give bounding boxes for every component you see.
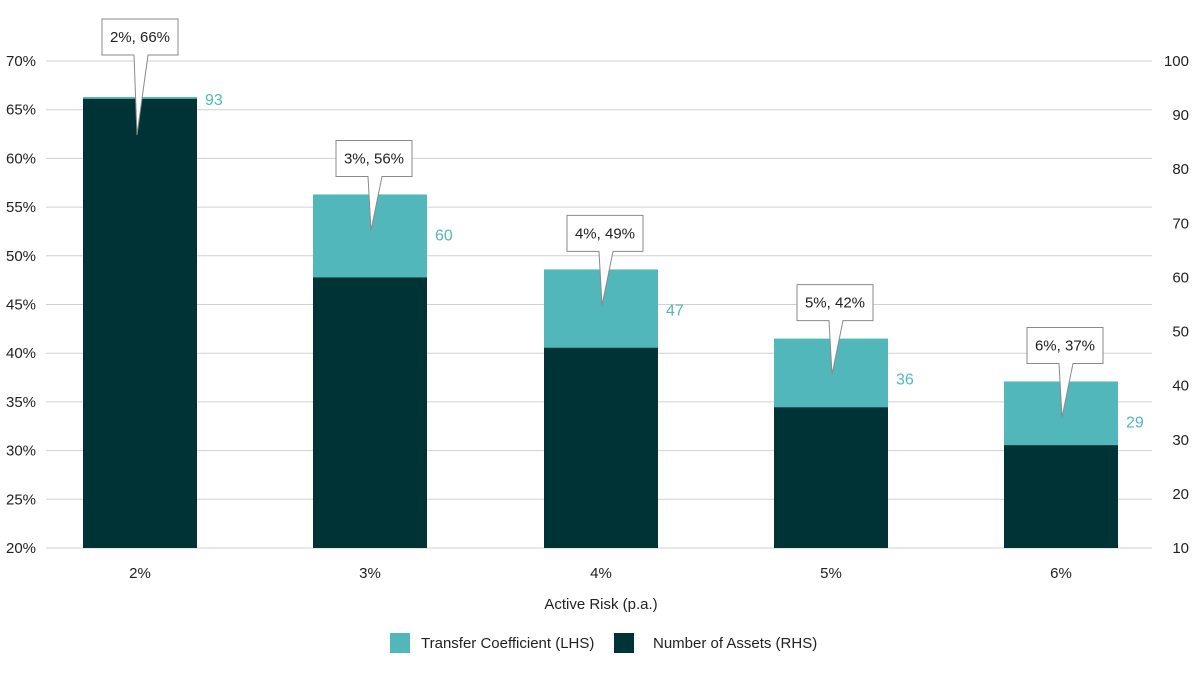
asset-count-label: 47 xyxy=(666,302,684,319)
callout-label: 5%, 42% xyxy=(805,295,865,312)
right-tick-label: 100 xyxy=(1164,53,1189,70)
callout-label: 6%, 37% xyxy=(1035,337,1095,354)
x-tick-label: 5% xyxy=(820,565,842,582)
callout-label: 3%, 56% xyxy=(344,150,404,167)
left-axis: 20% 25% 30% 35% 40% 45% 50% 55% 60% 65% 70% xyxy=(6,53,36,557)
x-tick-label: 4% xyxy=(590,565,612,582)
callout: 4%, 49% xyxy=(566,214,644,306)
x-axis-title: Active Risk (p.a.) xyxy=(544,596,657,613)
callout: 2%, 66% xyxy=(101,18,179,136)
callout: 5%, 42% xyxy=(796,284,874,375)
callout-box xyxy=(796,284,874,375)
callout-box xyxy=(566,214,644,306)
right-tick-label: 30 xyxy=(1172,432,1189,449)
callout-box xyxy=(101,18,179,136)
asset-count-label: 29 xyxy=(1126,414,1144,431)
left-tick-label: 30% xyxy=(6,443,36,460)
bar-number-of-assets xyxy=(313,277,427,548)
left-tick-label: 20% xyxy=(6,540,36,557)
right-tick-label: 50 xyxy=(1172,324,1189,341)
callout-label: 2%, 66% xyxy=(110,29,170,46)
bar-number-of-assets xyxy=(83,98,197,548)
right-tick-label: 80 xyxy=(1172,161,1189,178)
legend-label-transfer-coefficient: Transfer Coefficient (LHS) xyxy=(421,635,594,652)
legend: Transfer Coefficient (LHS) Number of Ass… xyxy=(390,633,817,653)
asset-labels: 93 60 47 36 29 xyxy=(205,92,1144,431)
x-tick-label: 6% xyxy=(1050,565,1072,582)
callout: 6%, 37% xyxy=(1026,326,1104,418)
right-tick-label: 90 xyxy=(1172,107,1189,124)
asset-count-label: 93 xyxy=(205,92,223,109)
left-tick-label: 60% xyxy=(6,150,36,167)
bar-number-of-assets xyxy=(1004,445,1118,548)
legend-swatch-number-of-assets xyxy=(614,633,634,653)
bar-number-of-assets xyxy=(774,407,888,548)
left-tick-label: 55% xyxy=(6,199,36,216)
left-tick-label: 35% xyxy=(6,394,36,411)
callout-label: 4%, 49% xyxy=(575,225,635,242)
asset-count-label: 36 xyxy=(896,372,914,389)
right-tick-label: 10 xyxy=(1172,540,1189,557)
left-tick-label: 65% xyxy=(6,102,36,119)
right-axis: 10 20 30 40 50 60 70 80 90 100 xyxy=(1164,53,1189,557)
left-tick-label: 70% xyxy=(6,53,36,70)
callout: 3%, 56% xyxy=(335,139,413,231)
right-tick-label: 70 xyxy=(1172,215,1189,232)
x-tick-label: 3% xyxy=(359,565,381,582)
right-tick-label: 40 xyxy=(1172,378,1189,395)
x-axis: 2% 3% 4% 5% 6% xyxy=(129,565,1072,582)
left-tick-label: 50% xyxy=(6,248,36,265)
left-tick-label: 25% xyxy=(6,491,36,508)
callouts: 2%, 66% 3%, 56% 4%, 49% 5%, 42% 6%, 37% xyxy=(101,18,1104,418)
right-tick-label: 60 xyxy=(1172,269,1189,286)
x-tick-label: 2% xyxy=(129,565,151,582)
callout-box xyxy=(1026,326,1104,418)
legend-swatch-transfer-coefficient xyxy=(390,633,410,653)
left-tick-label: 40% xyxy=(6,345,36,362)
bars xyxy=(83,97,1118,549)
legend-label-number-of-assets: Number of Assets (RHS) xyxy=(653,635,817,652)
right-tick-label: 20 xyxy=(1172,486,1189,503)
left-tick-label: 45% xyxy=(6,297,36,314)
bar-number-of-assets xyxy=(544,347,658,548)
callout-box xyxy=(335,139,413,231)
asset-count-label: 60 xyxy=(435,227,453,244)
